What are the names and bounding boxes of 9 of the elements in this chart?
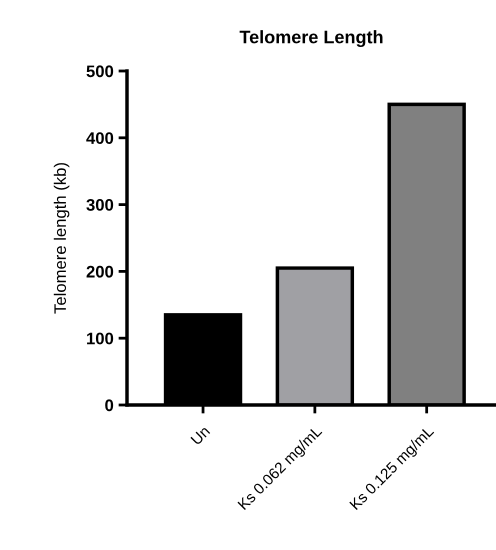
x-tick-label: Un: [190, 426, 210, 446]
y-tick-label: 100: [87, 332, 114, 344]
y-tick-label: 500: [86, 65, 114, 78]
y-tick-label: 300: [86, 199, 114, 211]
y-tick-label: 400: [86, 132, 114, 144]
y-tick-label: 200: [86, 266, 114, 278]
y-axis-title: Telomere length (kb): [54, 163, 70, 314]
y-tick-label: 0: [105, 399, 114, 412]
chart-title: Telomere Length: [240, 30, 382, 48]
